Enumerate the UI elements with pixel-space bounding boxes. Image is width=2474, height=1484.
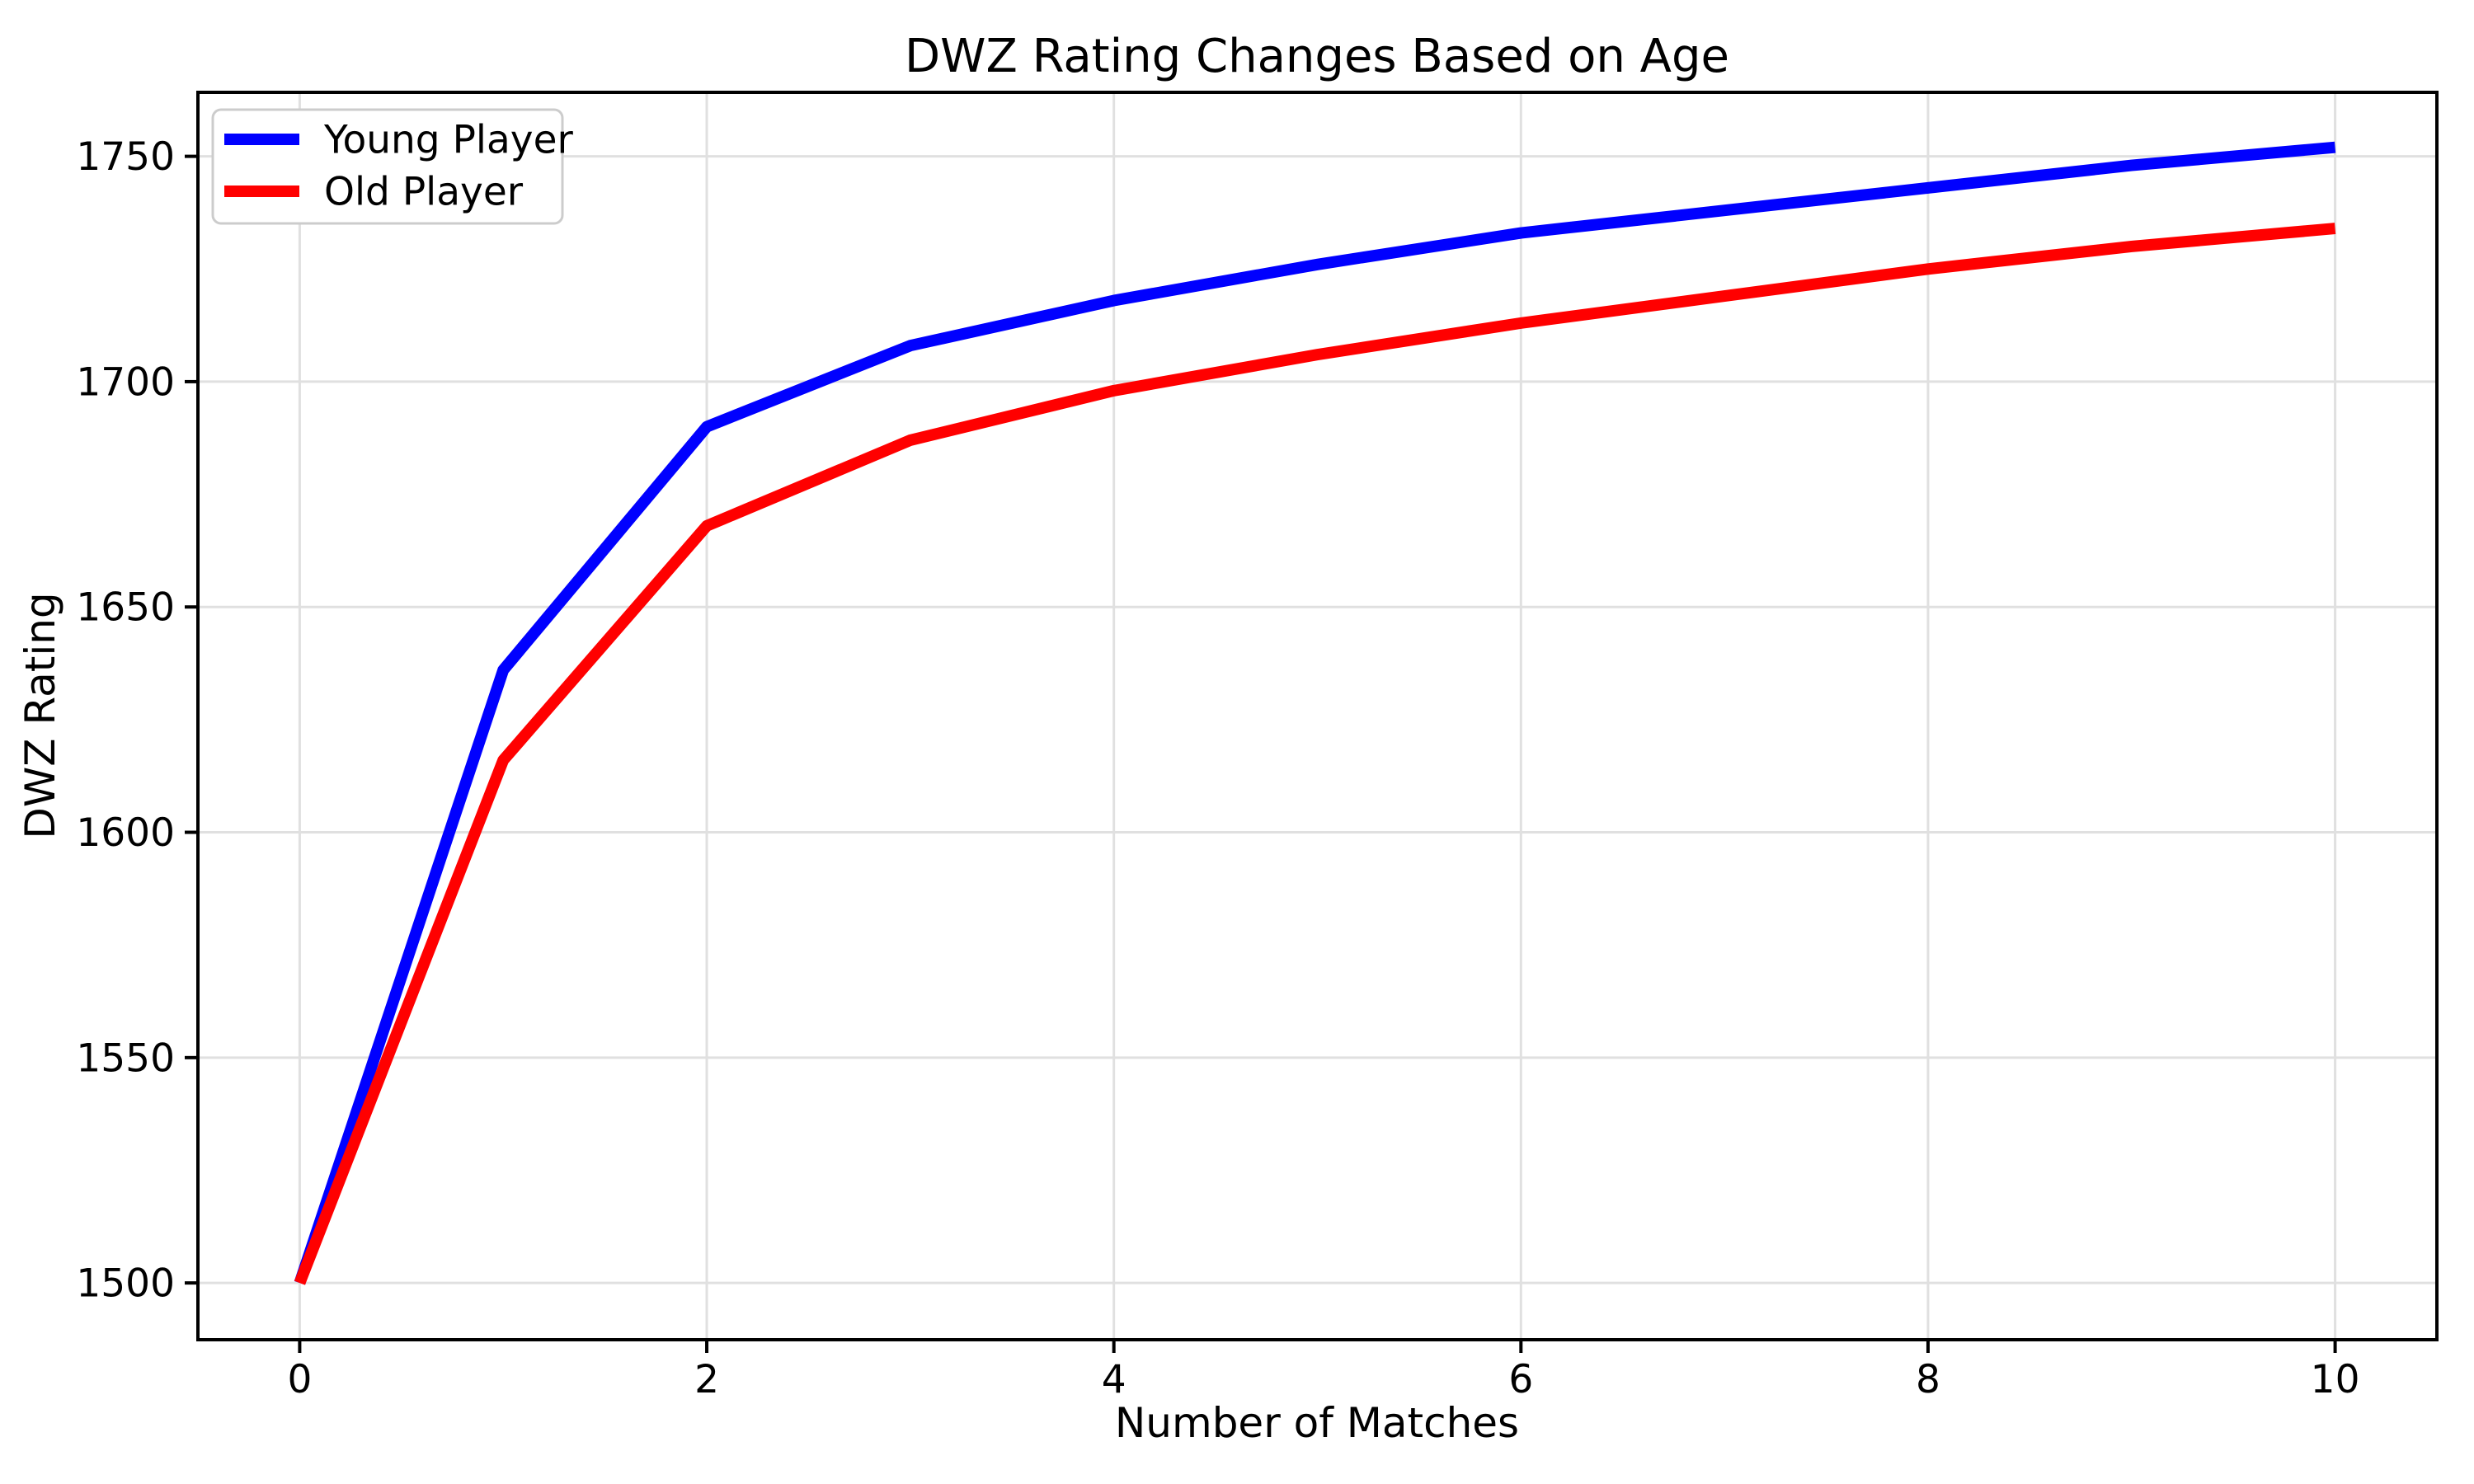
y-tick-label: 1700 bbox=[76, 359, 175, 405]
axis-tick-marks bbox=[185, 154, 2337, 1353]
plot-border bbox=[196, 91, 2439, 1341]
x-tick-label: 0 bbox=[287, 1357, 312, 1402]
series-lines bbox=[294, 141, 2336, 1285]
y-axis-label: DWZ Rating bbox=[16, 592, 64, 838]
legend: Young Player Old Player bbox=[211, 108, 574, 225]
y-tick-labels: 1500 1550 1600 1650 1700 1750 bbox=[76, 134, 175, 1307]
series-line-old-player bbox=[294, 223, 2336, 1285]
y-tick-label: 1650 bbox=[76, 585, 175, 631]
legend-label-old-player: Old Player bbox=[324, 169, 524, 214]
x-tick-label: 6 bbox=[1508, 1357, 1533, 1402]
x-axis-label: Number of Matches bbox=[1115, 1399, 1519, 1447]
x-tick-label: 4 bbox=[1102, 1357, 1126, 1402]
y-tick-label: 1500 bbox=[76, 1261, 175, 1307]
x-tick-label: 8 bbox=[1916, 1357, 1940, 1402]
legend-box bbox=[211, 108, 564, 225]
chart-title: DWZ Rating Changes Based on Age bbox=[905, 30, 1729, 83]
x-tick-label: 10 bbox=[2311, 1357, 2360, 1402]
series-line-young-player bbox=[294, 141, 2336, 1285]
x-tick-labels: 0 2 4 6 8 10 bbox=[287, 1357, 2359, 1402]
legend-label-young-player: Young Player bbox=[323, 117, 574, 162]
x-tick-label: 2 bbox=[694, 1357, 719, 1402]
y-tick-label: 1550 bbox=[76, 1036, 175, 1081]
y-tick-label: 1600 bbox=[76, 810, 175, 856]
y-tick-label: 1750 bbox=[76, 134, 175, 180]
